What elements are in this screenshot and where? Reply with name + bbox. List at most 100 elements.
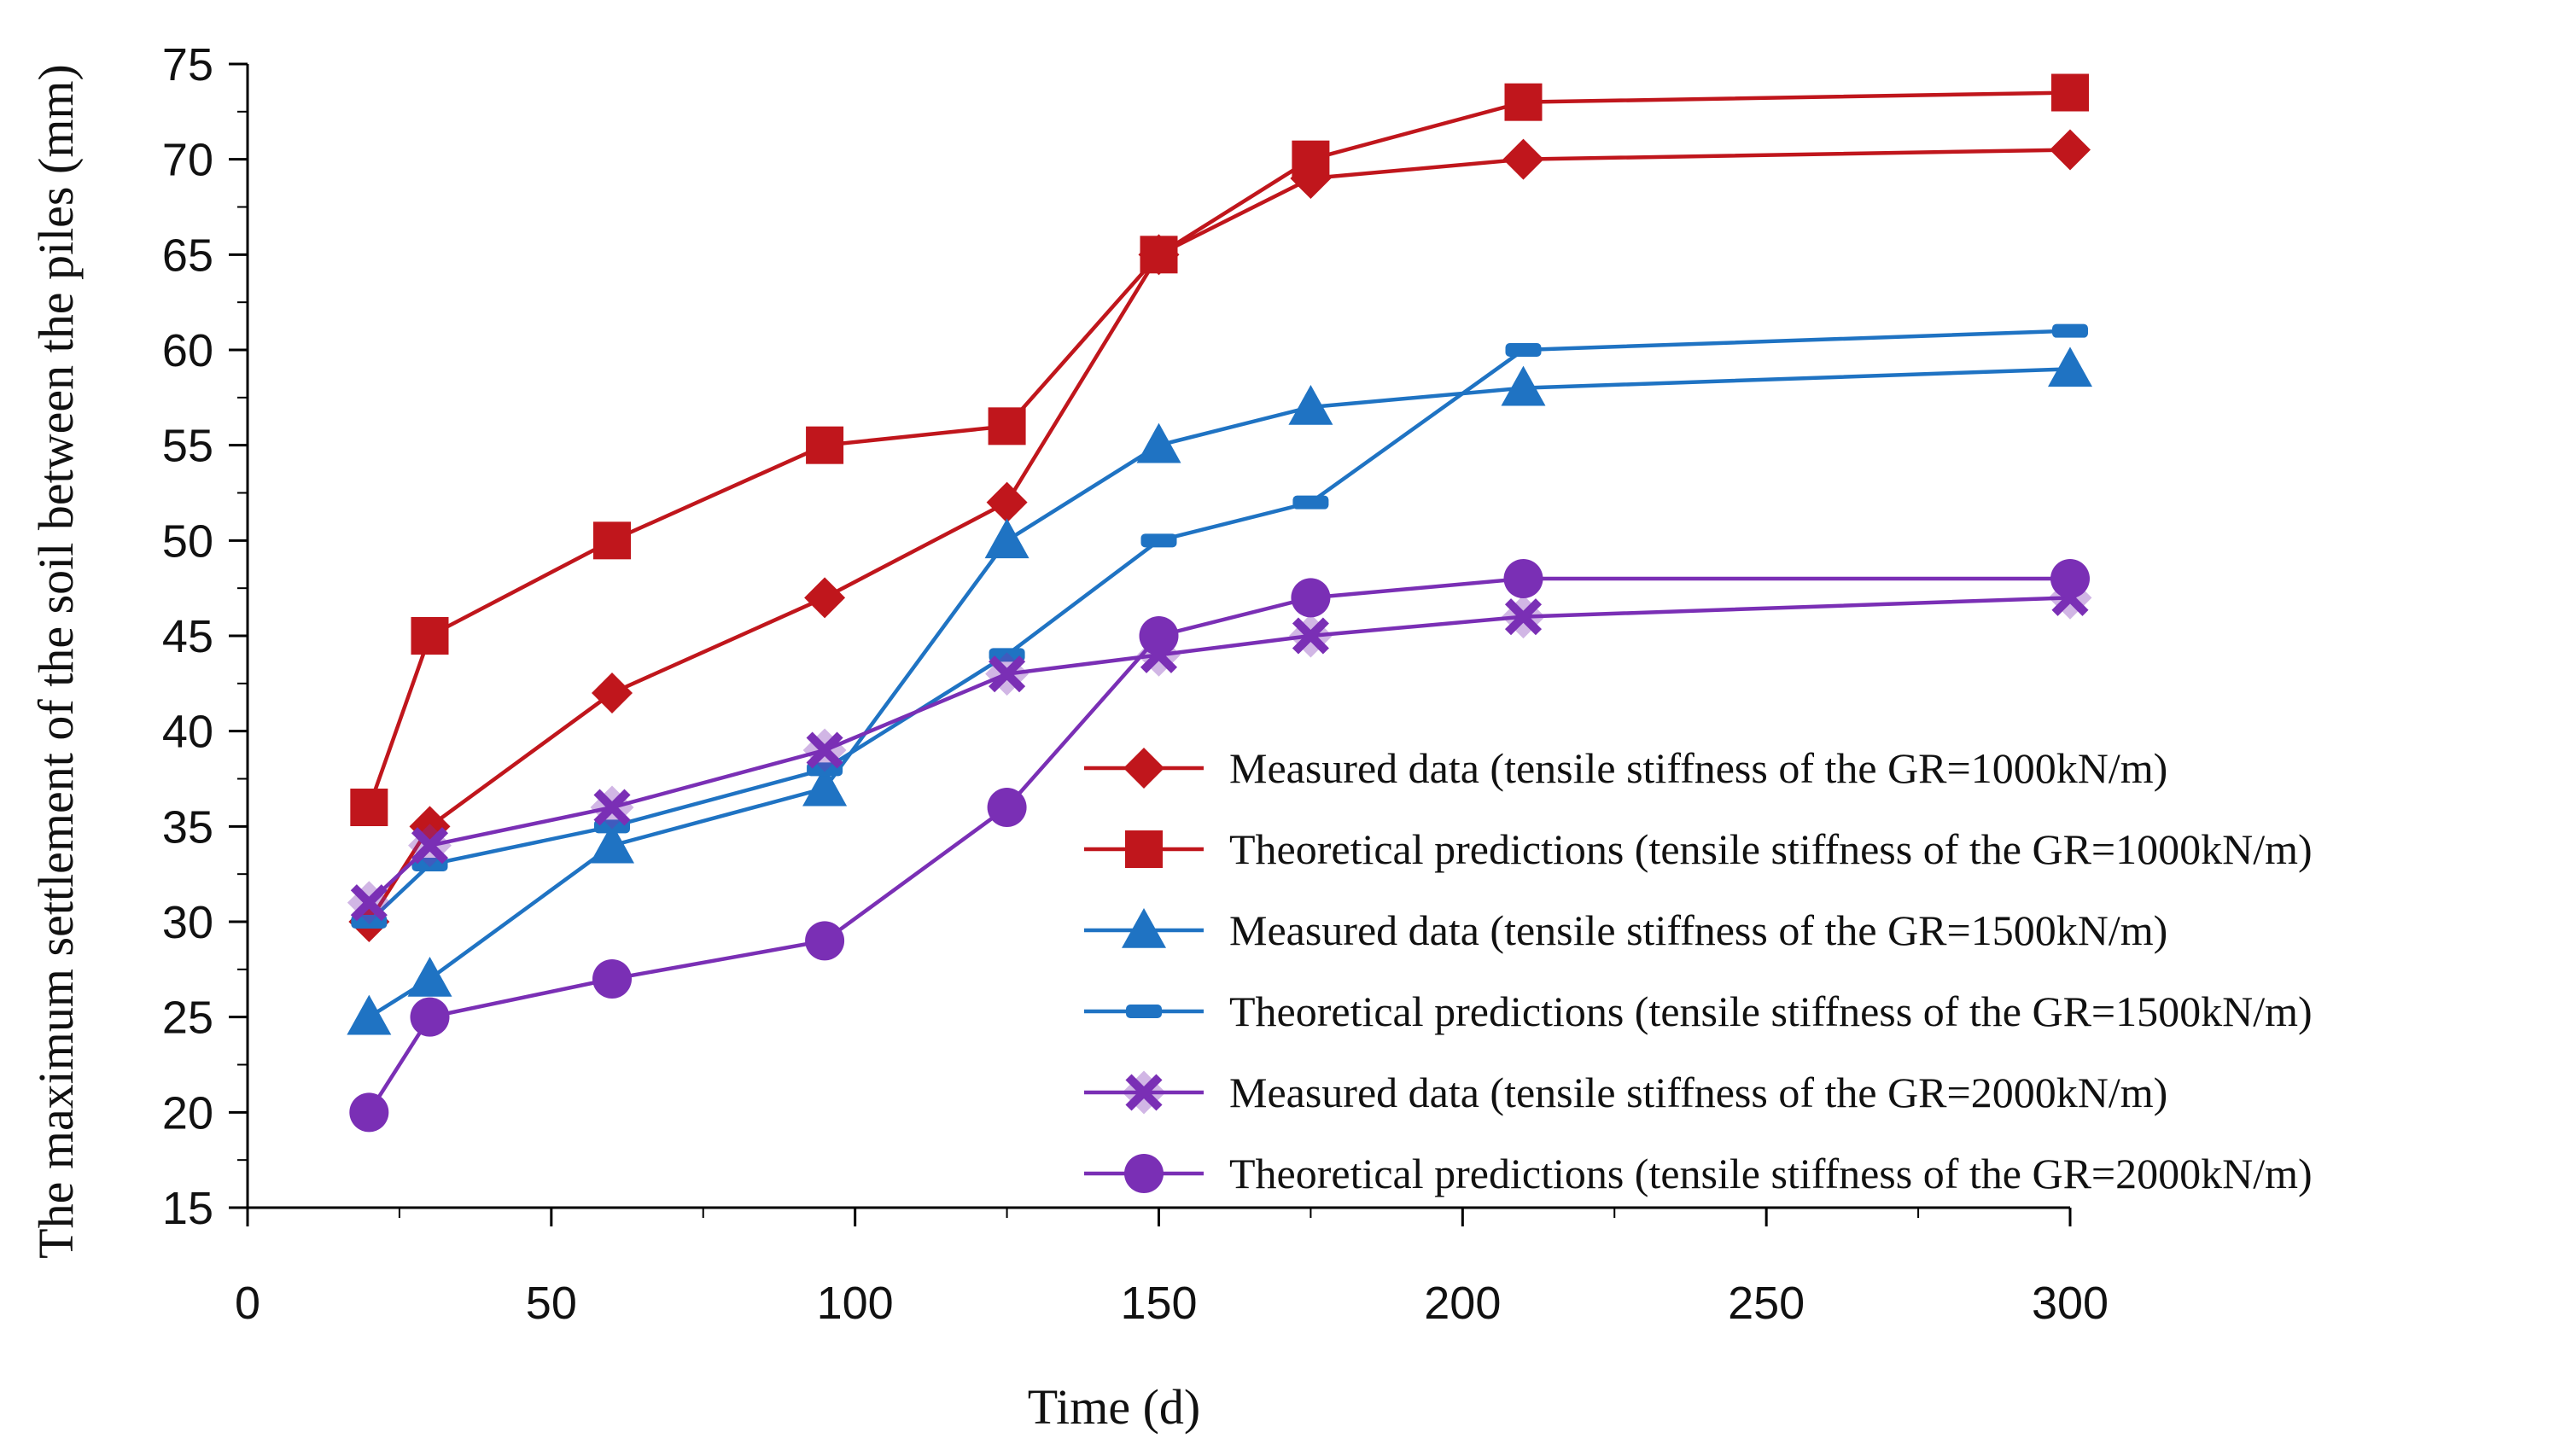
legend-marker [1124,1154,1164,1193]
series-2-point [988,407,1026,446]
series-5-point-stroke-b [1504,598,1543,636]
series-2-point [350,789,388,826]
series-3-point [802,766,848,807]
series-5-point-stroke-b [989,655,1026,693]
series-1-point [986,481,1028,523]
series-2-point [411,617,449,655]
series-2-point [593,521,631,560]
legend-marker [1125,830,1163,868]
series-5-point [347,881,391,925]
series-6-point [1503,559,1543,598]
series-2 [350,73,2089,826]
series-3-point [407,957,452,997]
legend-marker [1122,1070,1166,1115]
legend-marker [1123,748,1164,789]
series-2-point [806,426,844,464]
series-4-point [351,915,388,929]
data-series [347,73,2092,1133]
y-tick-label: 40 [162,707,213,758]
series-5-point [1288,614,1333,658]
series-6-point [2050,559,2090,598]
series-4-point [1292,495,1329,510]
y-tick-label: 25 [162,993,213,1044]
legend-marker [1122,908,1166,948]
x-tick-label: 300 [2032,1278,2109,1329]
series-6-point [410,997,450,1037]
y-tick-label: 45 [162,611,213,662]
legend-marker [1126,1005,1162,1018]
x-tick-label: 250 [1728,1278,1805,1329]
y-tick-label: 20 [162,1087,213,1139]
y-tick-label: 65 [162,230,213,281]
series-3-point [2048,347,2092,387]
series-3-point [590,823,634,864]
series-6-point [1139,616,1179,655]
x-tick-label: 0 [235,1278,260,1329]
y-axis-title: The maximum settlement of the soil betwe… [28,64,84,1259]
tick-labels: 15 20 25 30 35 40 45 50 55 60 65 70 75 0 50 100 150 200 25… [162,39,2109,1329]
x-axis-title: Time (d) [1028,1379,1201,1435]
series-3-point [1288,385,1333,425]
legend-label: Theoretical predictions (tensile stiffne… [1229,825,2313,873]
series-1-point [2050,129,2091,171]
series-3-point [347,994,392,1035]
x-tick-label: 150 [1120,1278,1197,1329]
series-5-point [590,785,634,830]
series-4 [351,323,2088,929]
legend-marker-stroke-b [1125,1074,1163,1111]
series-5-point-stroke-b [350,884,388,922]
series-4-point [989,648,1025,662]
series-4-point [1140,533,1177,548]
y-tick-label: 30 [162,897,213,948]
series-6 [349,559,2090,1133]
y-tick-label: 55 [162,421,213,472]
series-3-point [984,518,1030,559]
legend-entry-1: Measured data (tensile stiffness of the … [1084,744,2167,792]
series-2-point [1140,236,1178,274]
series-3-point [1136,422,1181,463]
legend-label: Theoretical predictions (tensile stiffne… [1229,987,2313,1035]
series-4-point [807,762,843,777]
legend-label: Measured data (tensile stiffness of the … [1229,744,2167,792]
y-tick-label: 50 [162,515,213,567]
legend-label: Measured data (tensile stiffness of the … [1229,906,2167,954]
series-6-point [987,788,1027,827]
series-5-point [985,652,1030,696]
series-1-point [1502,138,1544,180]
series-5-point [802,728,847,772]
series-6-point [349,1092,389,1133]
series-3 [347,347,2092,1035]
series-2-point [1504,83,1543,121]
series-4-point [2052,323,2088,338]
series-5-point-stroke-b [806,731,843,769]
legend-entry-6: Theoretical predictions (tensile stiffne… [1084,1150,2313,1197]
series-1-point [592,673,633,713]
legend: Measured data (tensile stiffness of the … [1084,744,2313,1197]
series-5-point-stroke-b [411,827,449,865]
legend-entry-4: Theoretical predictions (tensile stiffne… [1084,987,2313,1035]
y-tick-label: 60 [162,325,213,376]
series-5-point [408,824,452,868]
series-1-point [804,577,846,619]
series-6-point [1291,578,1331,618]
series-5-point-stroke-b [593,789,631,826]
x-tick-label: 50 [526,1278,577,1329]
y-tick-label: 75 [162,39,213,90]
series-4-point [1505,343,1542,357]
y-tick-label: 70 [162,135,213,186]
series-3-point [1501,365,1546,406]
legend-label: Measured data (tensile stiffness of the … [1229,1069,2167,1116]
series-5-point-stroke-b [1292,617,1329,655]
axes [229,62,2072,1226]
legend-label: Theoretical predictions (tensile stiffne… [1229,1150,2313,1197]
series-4-point [594,819,630,834]
x-tick-label: 100 [817,1278,894,1329]
y-tick-label: 15 [162,1183,213,1234]
x-tick-label: 200 [1424,1278,1501,1329]
legend-entry-2: Theoretical predictions (tensile stiffne… [1084,825,2313,873]
series-2-point [1292,140,1330,178]
series-6-point [805,921,845,961]
legend-entry-5: Measured data (tensile stiffness of the … [1084,1069,2167,1116]
series-6-point [592,959,632,999]
